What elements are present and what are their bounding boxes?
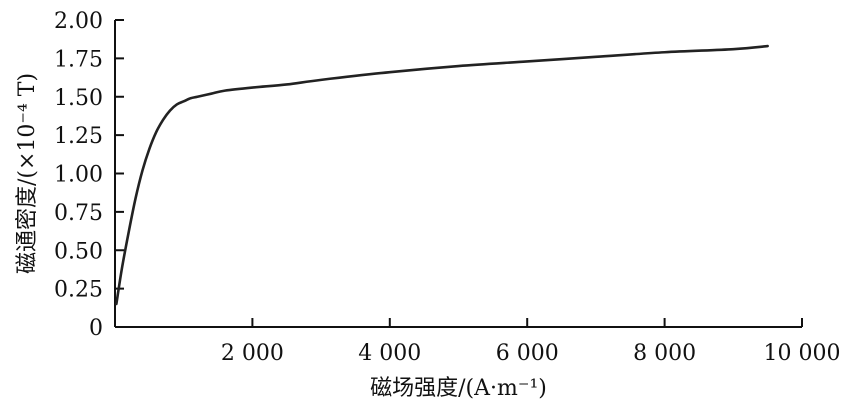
y-tick-label: 1.25: [54, 124, 103, 149]
x-tick-label: 10 000: [764, 341, 841, 366]
y-tick-label: 0.50: [54, 239, 103, 264]
x-axis-title: 磁场强度/(A·m⁻¹): [370, 376, 547, 401]
y-tick-label: 2.00: [54, 9, 103, 34]
x-tick-label: 4 000: [358, 341, 421, 366]
series-line-0: [115, 44, 769, 306]
y-tick-label: 1.75: [54, 47, 103, 72]
series: [115, 44, 769, 306]
y-tick-label: 0.75: [54, 201, 103, 226]
y-tick-label: 1.00: [54, 163, 103, 188]
x-tick-label: 2 000: [221, 341, 284, 366]
x-tick-label: 6 000: [496, 341, 559, 366]
y-axis-title: 磁通密度/(×10⁻⁴ T): [15, 73, 40, 274]
y-tick-label: 1.50: [54, 86, 103, 111]
y-tick-label: 0.25: [54, 278, 103, 303]
ticks: 0 0.25 0.50 0.75 1.00 1.25 1.50 1.75 2.00 2 000 4 …: [54, 9, 840, 366]
x-tick-label: 8 000: [633, 341, 696, 366]
y-tick-label: 0: [89, 316, 103, 341]
